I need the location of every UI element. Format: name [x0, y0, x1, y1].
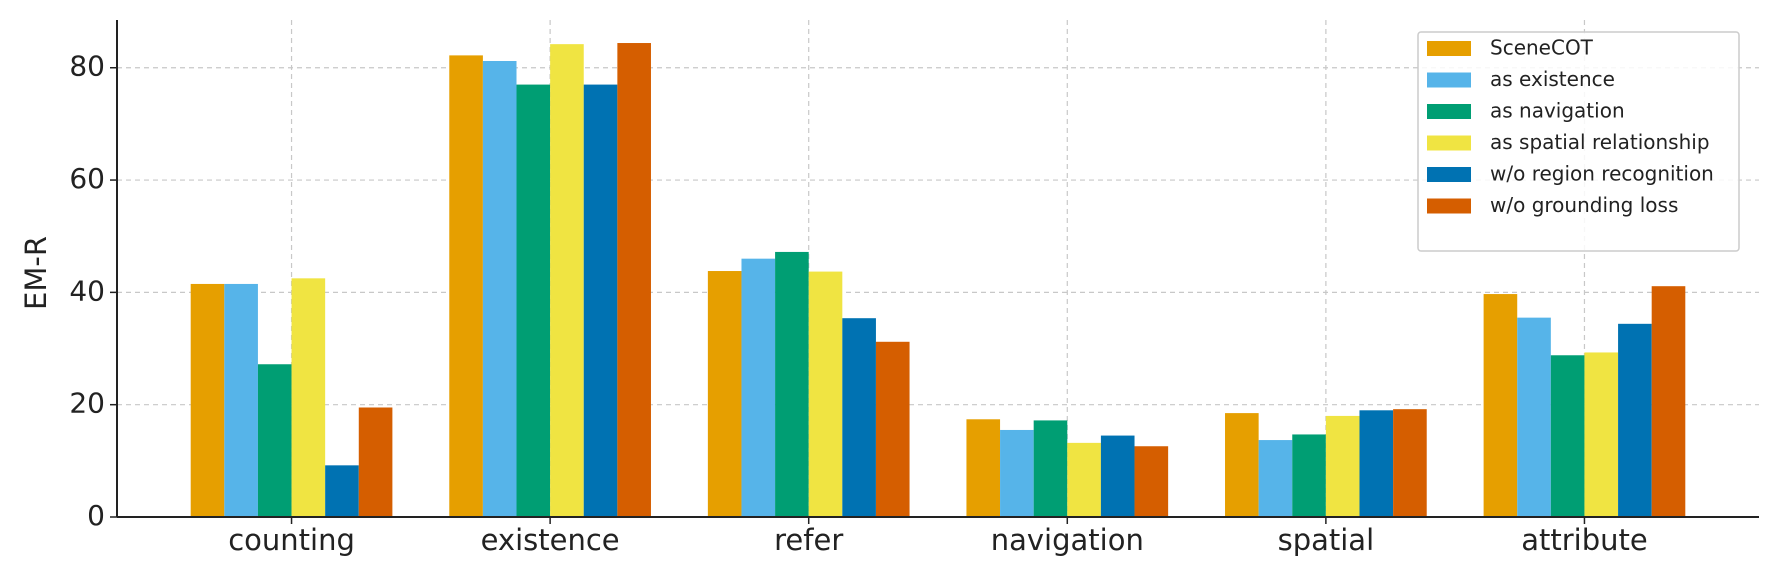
- bar: [875, 341, 910, 517]
- bar: [1100, 435, 1135, 517]
- bar: [1618, 323, 1652, 517]
- x-tick-label: spatial: [1278, 523, 1375, 557]
- bar: [617, 43, 651, 517]
- x-tick-label: counting: [228, 523, 355, 557]
- bar: [1033, 420, 1068, 517]
- bar: [449, 55, 483, 517]
- x-tick-label: attribute: [1521, 523, 1648, 557]
- bar: [1325, 415, 1360, 517]
- y-tick-label: 40: [69, 274, 105, 307]
- legend-label: w/o region recognition: [1490, 162, 1714, 186]
- bar: [1483, 294, 1518, 517]
- bar: [1067, 442, 1101, 517]
- legend-swatch: [1427, 41, 1471, 56]
- bar: [775, 251, 809, 517]
- bar: [550, 44, 584, 518]
- legend-label: as spatial relationship: [1490, 130, 1710, 154]
- bar: [1134, 446, 1169, 517]
- legend-swatch: [1427, 72, 1471, 88]
- bar: [842, 318, 876, 517]
- bar: [291, 278, 326, 517]
- bar: [1225, 413, 1259, 517]
- bar: [1393, 409, 1427, 517]
- bar: [707, 271, 742, 517]
- bar: [966, 419, 1001, 517]
- bar: [224, 283, 258, 517]
- bar: [516, 84, 551, 518]
- y-tick-label: 80: [69, 50, 105, 83]
- bar: [257, 364, 292, 517]
- legend-swatch: [1427, 167, 1471, 182]
- bar: [1517, 317, 1551, 517]
- bar: [482, 60, 517, 517]
- legend-swatch: [1427, 198, 1471, 214]
- bar: [358, 407, 393, 517]
- legend-label: SceneCOT: [1490, 36, 1594, 60]
- bar: [808, 271, 843, 517]
- x-tick-label: refer: [774, 523, 843, 557]
- bar: [1359, 410, 1394, 517]
- y-tick-label: 20: [69, 387, 105, 420]
- bar: [583, 84, 618, 518]
- bar: [1258, 440, 1293, 517]
- bar: [1651, 286, 1686, 517]
- bar: [190, 283, 225, 517]
- legend-label: w/o grounding loss: [1490, 193, 1678, 217]
- y-axis-label: EM-R: [19, 236, 53, 310]
- legend-swatch: [1427, 104, 1471, 119]
- y-tick-label: 0: [87, 499, 105, 532]
- bar: [325, 465, 359, 517]
- bar: [1000, 429, 1034, 517]
- x-tick-label: navigation: [991, 523, 1144, 557]
- x-tick-label: existence: [481, 523, 620, 557]
- legend-box: [1417, 31, 1740, 252]
- bar: [1292, 434, 1326, 517]
- y-tick-label: 60: [69, 162, 105, 195]
- legend-label: as navigation: [1490, 99, 1625, 123]
- bar: [1550, 355, 1585, 517]
- legend-swatch: [1427, 135, 1471, 151]
- bar: [741, 258, 776, 517]
- bar: [1584, 352, 1619, 517]
- legend-label: as existence: [1490, 67, 1615, 91]
